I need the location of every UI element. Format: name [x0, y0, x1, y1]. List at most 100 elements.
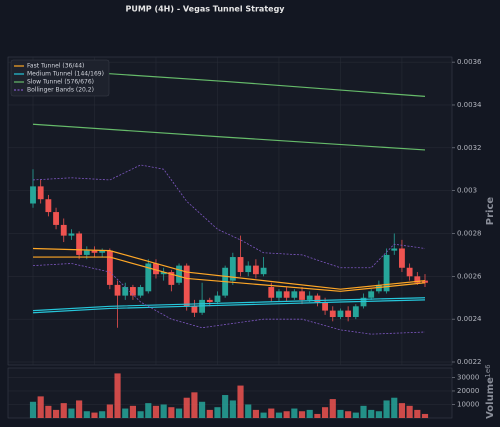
candle-body	[314, 295, 321, 303]
volume-bar	[345, 411, 352, 418]
candle-body	[414, 276, 421, 283]
candle-body	[160, 272, 167, 275]
volume-bar	[398, 403, 406, 418]
candle-body	[383, 254, 390, 292]
volume-bar	[175, 408, 183, 418]
volume-tick-label: 20000	[457, 387, 479, 395]
volume-bar	[360, 405, 367, 418]
candle-body	[114, 284, 121, 296]
candle-body	[60, 224, 67, 236]
volume-bar	[60, 403, 67, 418]
volume-bar	[229, 400, 236, 418]
volume-bar	[352, 412, 359, 418]
volume-bar	[260, 412, 267, 418]
volume-bar	[114, 373, 121, 418]
candle-body	[214, 295, 221, 303]
volume-bar	[322, 407, 329, 418]
candle-body	[299, 291, 305, 300]
candle-body	[229, 257, 236, 281]
legend-label: Bollinger Bands (20,2)	[27, 87, 94, 94]
price-panel	[7, 56, 453, 366]
volume-bar	[375, 411, 382, 418]
candle-body	[130, 287, 136, 296]
candle-body	[91, 250, 98, 253]
candle-body	[268, 287, 275, 298]
volume-bar	[106, 404, 113, 418]
volume-bar	[145, 403, 152, 418]
volume-bar	[206, 409, 213, 418]
candle-body	[45, 199, 52, 213]
volume-offset: 1e6	[484, 364, 492, 378]
volume-tick-label: 30000	[457, 373, 479, 381]
candle-body	[153, 263, 159, 275]
y-tick-label: 0.0026	[457, 272, 482, 280]
candle-body	[237, 257, 244, 273]
volume-bar	[152, 405, 160, 418]
candle-body	[191, 306, 198, 313]
volume-axis-label: Volume	[485, 377, 496, 419]
volume-bar	[421, 413, 429, 418]
volume-bar	[337, 409, 344, 418]
volume-tick-label: 10000	[457, 400, 479, 408]
candle-body	[322, 302, 328, 311]
candle-body	[406, 267, 413, 277]
volume-bar	[291, 408, 298, 418]
candle-body	[283, 291, 290, 298]
candle-body	[368, 291, 375, 298]
legend-label: Slow Tunnel (576/676)	[27, 79, 94, 86]
volume-bar	[298, 411, 306, 418]
volume-bar	[329, 399, 336, 418]
candle-body	[306, 295, 313, 300]
volume-bar	[45, 405, 52, 418]
volume-bar	[183, 397, 190, 418]
tunnel-line	[32, 297, 426, 312]
y-tick-label: 0.0022	[457, 358, 482, 366]
tunnel-line	[32, 123, 426, 151]
candle-body	[176, 265, 182, 283]
candle-body	[206, 299, 213, 303]
candle-body	[68, 233, 75, 236]
volume-bar	[222, 395, 229, 418]
candle-body	[30, 186, 36, 204]
candle-body	[83, 250, 90, 255]
volume-bar	[252, 409, 259, 418]
volume-bar	[368, 409, 375, 418]
candle-body	[422, 280, 428, 283]
tunnel-line	[32, 164, 426, 269]
y-tick-label: 0.0028	[457, 229, 482, 237]
volume-bar	[83, 411, 90, 418]
volume-bar	[391, 397, 398, 418]
candle-body	[260, 267, 267, 275]
volume-bar	[137, 411, 144, 418]
volume-bar	[414, 409, 421, 418]
volume-bar	[306, 409, 313, 418]
volume-bar	[129, 405, 136, 418]
volume-bar	[68, 408, 75, 418]
y-tick-label: 0.003	[457, 187, 477, 195]
candle-body	[375, 284, 382, 292]
volume-bar	[91, 412, 98, 418]
candle-body	[291, 291, 298, 298]
candle-body	[145, 263, 152, 292]
volume-bar	[214, 407, 221, 418]
candle-body	[76, 233, 83, 255]
y-axis-label: Price	[485, 197, 496, 226]
volume-bar	[268, 408, 275, 418]
volume-bar	[99, 411, 106, 418]
candle-body	[399, 248, 405, 268]
volume-bar	[283, 411, 290, 418]
volume-bar	[168, 407, 175, 418]
volume-bar	[383, 400, 390, 418]
candle-body	[276, 291, 282, 298]
chart-title: PUMP (4H) - Vegas Tunnel Strategy	[125, 5, 285, 14]
candle-body	[37, 186, 44, 200]
volume-bar	[406, 405, 413, 418]
volume-bar	[29, 401, 37, 418]
tunnel-line	[32, 299, 426, 314]
volume-bar	[160, 404, 167, 418]
candle-body	[329, 310, 336, 318]
tunnel-line	[32, 263, 426, 335]
volume-bar	[237, 385, 244, 418]
candle-body	[337, 310, 344, 318]
